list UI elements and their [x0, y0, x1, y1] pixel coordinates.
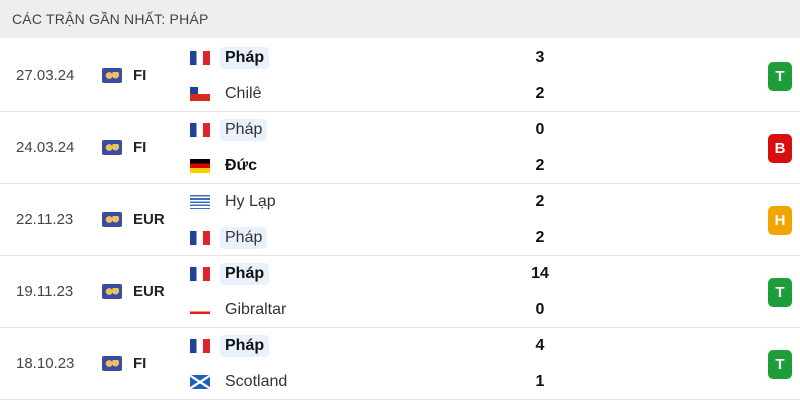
- match-row[interactable]: 24.03.24 FI Pháp Đức 0 2 B: [0, 112, 800, 184]
- team-name: Pháp: [220, 227, 268, 249]
- team-name: Pháp: [220, 47, 270, 69]
- team-name: Chilê: [225, 85, 262, 102]
- team-home[interactable]: Pháp: [190, 46, 270, 70]
- team-home[interactable]: Pháp: [190, 262, 270, 286]
- team-name: Hy Lạp: [225, 193, 276, 210]
- match-date: 27.03.24: [16, 67, 75, 84]
- competition: FI: [133, 67, 147, 84]
- team-name: Pháp: [220, 335, 270, 357]
- gibraltar-flag-icon: [190, 303, 210, 317]
- home-score: 14: [531, 265, 549, 282]
- world-map-icon: [102, 140, 122, 155]
- france-flag-icon: [190, 51, 210, 65]
- france-flag-icon: [190, 339, 210, 353]
- result-badge: T: [768, 62, 792, 91]
- match-date: 18.10.23: [16, 355, 75, 372]
- team-away[interactable]: Gibraltar: [190, 298, 291, 322]
- match-date: 19.11.23: [16, 283, 74, 300]
- team-name: Pháp: [220, 119, 268, 141]
- match-row[interactable]: 19.11.23 EUR Pháp Gibraltar 14 0 T: [0, 256, 800, 328]
- france-flag-icon: [190, 231, 210, 245]
- result-badge: T: [768, 278, 792, 307]
- match-date: 24.03.24: [16, 139, 75, 156]
- match-row[interactable]: 22.11.23 EUR Hy Lạp Pháp 2 2 H: [0, 184, 800, 256]
- home-score: 2: [535, 193, 545, 210]
- greece-flag-icon: [190, 195, 210, 209]
- competition: EUR: [133, 283, 165, 300]
- result-badge: T: [768, 350, 792, 379]
- team-name: Scotland: [225, 373, 288, 390]
- team-home[interactable]: Hy Lạp: [190, 190, 281, 214]
- team-home[interactable]: Pháp: [190, 334, 270, 358]
- team-away[interactable]: Chilê: [190, 82, 266, 106]
- away-score: 2: [535, 157, 545, 174]
- team-name: Đức: [225, 157, 258, 174]
- chile-flag-icon: [190, 87, 210, 101]
- result-badge: H: [768, 206, 792, 235]
- france-flag-icon: [190, 267, 210, 281]
- match-row[interactable]: 27.03.24 FI Pháp Chilê 3 2 T: [0, 40, 800, 112]
- team-name: Pháp: [220, 263, 270, 285]
- result-badge: B: [768, 134, 792, 163]
- world-map-icon: [102, 212, 122, 227]
- away-score: 0: [535, 301, 545, 318]
- competition: FI: [133, 355, 147, 372]
- world-map-icon: [102, 356, 122, 371]
- section-header: CÁC TRẬN GẦN NHẤT: PHÁP: [0, 0, 800, 38]
- match-row[interactable]: 18.10.23 FI Pháp Scotland 4 1 T: [0, 328, 800, 400]
- world-map-icon: [102, 68, 122, 83]
- team-away[interactable]: Scotland: [190, 370, 292, 394]
- scotland-flag-icon: [190, 375, 210, 389]
- team-away[interactable]: Đức: [190, 154, 262, 178]
- competition: EUR: [133, 211, 165, 228]
- team-away[interactable]: Pháp: [190, 226, 268, 250]
- team-home[interactable]: Pháp: [190, 118, 268, 142]
- france-flag-icon: [190, 123, 210, 137]
- away-score: 2: [535, 229, 545, 246]
- world-map-icon: [102, 284, 122, 299]
- team-name: Gibraltar: [225, 301, 287, 318]
- home-score: 0: [535, 121, 545, 138]
- away-score: 1: [535, 373, 545, 390]
- home-score: 4: [535, 337, 545, 354]
- away-score: 2: [535, 85, 545, 102]
- competition: FI: [133, 139, 147, 156]
- home-score: 3: [535, 49, 545, 66]
- match-date: 22.11.23: [16, 211, 74, 228]
- germany-flag-icon: [190, 159, 210, 173]
